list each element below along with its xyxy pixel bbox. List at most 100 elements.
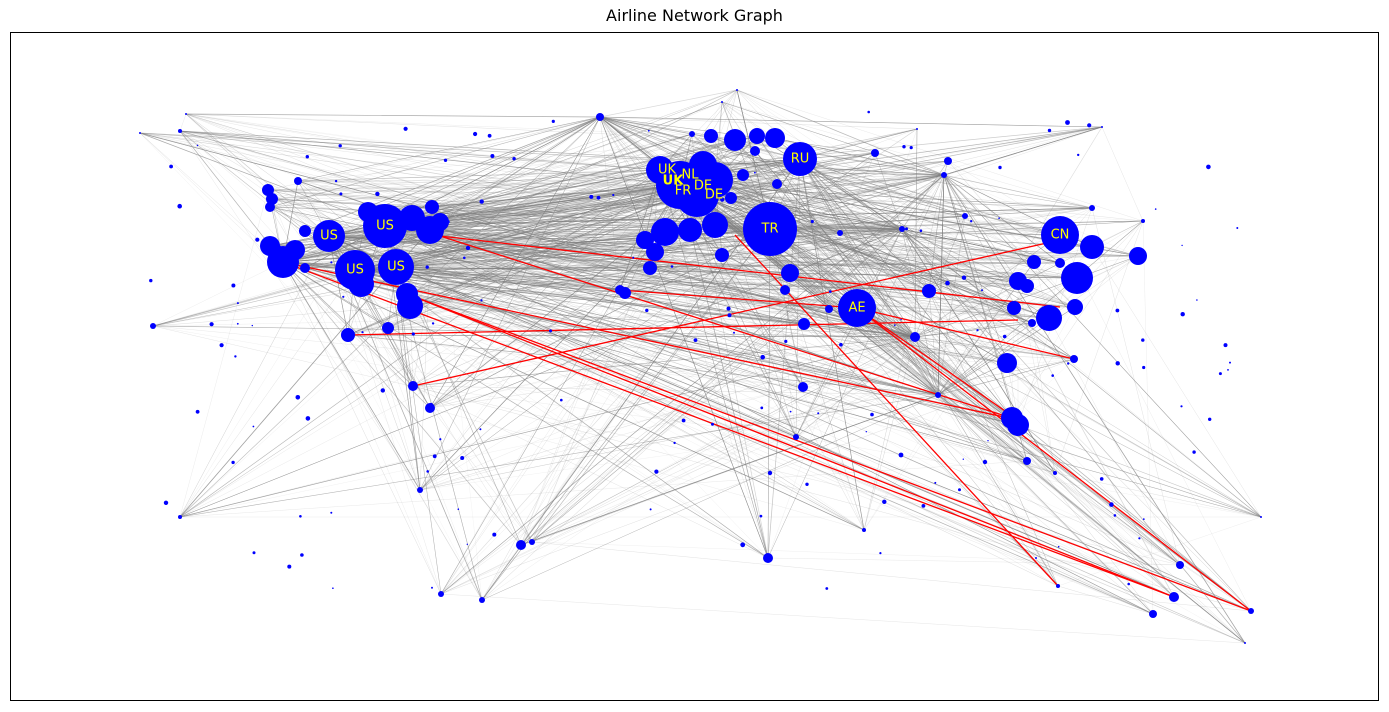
route-edge xyxy=(799,158,1154,615)
node-label-fr: FR xyxy=(675,184,692,199)
airport-node xyxy=(1181,244,1183,247)
route-edge xyxy=(282,261,769,559)
route-edge xyxy=(599,116,693,135)
route-edge xyxy=(440,152,876,595)
route-edge xyxy=(863,285,1028,531)
route-edge xyxy=(1057,516,1262,587)
airport-node xyxy=(726,306,731,311)
airport-node xyxy=(387,252,390,255)
route-edge xyxy=(384,158,801,227)
airport-node xyxy=(1218,372,1222,376)
route-edge xyxy=(664,231,1181,566)
route-edge xyxy=(152,325,916,338)
node-label-tr: TR xyxy=(761,222,779,237)
airport-node xyxy=(430,402,433,406)
route-edge xyxy=(943,174,1008,364)
route-edge xyxy=(360,280,1019,285)
route-edge xyxy=(914,280,1019,338)
route-edge xyxy=(769,228,1076,308)
route-edge xyxy=(271,194,698,200)
airport-node xyxy=(962,213,968,219)
route-edge xyxy=(769,228,1181,566)
route-edge xyxy=(696,194,1035,263)
airport-node xyxy=(260,236,280,256)
route-edge xyxy=(267,189,691,231)
route-edge xyxy=(282,261,1154,615)
airport-node xyxy=(1067,299,1083,315)
airport-node xyxy=(252,551,256,555)
airport-node xyxy=(178,129,182,133)
route-edge xyxy=(696,194,1181,566)
route-edge xyxy=(531,541,1252,612)
route-edge xyxy=(599,89,738,118)
route-edge xyxy=(721,174,744,256)
route-edge xyxy=(271,198,786,291)
airport-node xyxy=(480,299,483,302)
route-edge xyxy=(679,184,1246,644)
airport-node xyxy=(982,459,988,465)
route-edge xyxy=(419,336,916,491)
route-edge xyxy=(756,135,939,396)
airport-node xyxy=(749,128,765,144)
route-edge xyxy=(767,557,1181,566)
route-edge xyxy=(619,285,1028,291)
route-edge xyxy=(179,116,601,518)
airport-node xyxy=(1129,247,1147,265)
route-edge xyxy=(937,317,1050,396)
route-edge xyxy=(721,101,1019,426)
airport-node xyxy=(879,552,882,555)
airport-node xyxy=(358,202,378,222)
route-edge xyxy=(419,206,433,491)
airport-node xyxy=(647,129,650,132)
airport-node xyxy=(673,441,676,445)
route-edge xyxy=(328,235,865,531)
route-edge xyxy=(664,231,769,559)
route-edge xyxy=(179,336,916,518)
airport-node xyxy=(251,324,253,327)
airport-node xyxy=(646,156,674,184)
airport-node xyxy=(636,231,654,249)
airport-node xyxy=(441,221,444,225)
airport-node xyxy=(612,193,615,197)
route-edge xyxy=(185,113,1028,462)
route-edge xyxy=(520,174,945,546)
route-edge xyxy=(839,232,1028,462)
airport-node xyxy=(640,233,645,238)
airport-node xyxy=(681,418,686,423)
route-edge xyxy=(282,179,716,263)
airport-node xyxy=(1115,361,1120,366)
route-edge xyxy=(799,158,966,217)
route-edge xyxy=(531,254,723,543)
route-edge xyxy=(387,308,830,329)
airport-node xyxy=(425,403,435,413)
route-edge xyxy=(411,158,801,219)
route-edge xyxy=(179,130,939,396)
airport-node xyxy=(219,343,224,348)
airport-node xyxy=(839,342,843,347)
route-edge xyxy=(267,184,681,191)
route-edge xyxy=(795,317,1050,438)
route-edge xyxy=(440,322,1033,595)
route-edge xyxy=(297,116,601,182)
route-edge xyxy=(520,289,621,546)
route-edge xyxy=(1054,472,1262,518)
airport-node xyxy=(689,131,695,137)
airport-node xyxy=(1077,153,1080,157)
airport-node xyxy=(998,165,1002,170)
route-edge xyxy=(914,336,939,396)
route-edge xyxy=(387,207,1093,329)
airport-node xyxy=(529,539,535,545)
route-edge xyxy=(689,229,797,438)
route-edge xyxy=(384,89,738,227)
route-edge xyxy=(139,132,533,543)
route-edge xyxy=(914,255,1139,338)
airport-node xyxy=(649,508,652,511)
airport-node xyxy=(767,470,773,476)
route-edge xyxy=(943,174,1093,209)
route-edge xyxy=(429,179,716,409)
node-label-uk: UK xyxy=(663,174,685,189)
route-edge xyxy=(937,126,1103,396)
route-edge xyxy=(947,160,1078,279)
route-edge xyxy=(179,130,698,196)
route-edge xyxy=(185,113,1013,419)
